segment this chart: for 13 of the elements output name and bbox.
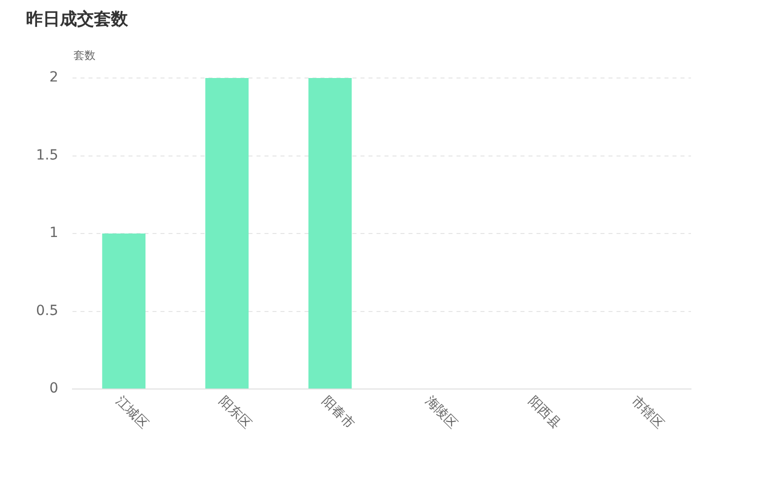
x-tick-label: 阳东区 bbox=[216, 394, 254, 432]
y-axis-title: 套数 bbox=[73, 48, 96, 62]
y-tick-label: 1.5 bbox=[36, 147, 58, 164]
x-tick-label: 江城区 bbox=[112, 394, 151, 432]
chart-title: 昨日成交套数 bbox=[26, 9, 129, 30]
x-tick-label: 阳西县 bbox=[525, 394, 564, 432]
y-tick-label: 0 bbox=[49, 380, 58, 397]
y-tick-label: 2 bbox=[49, 70, 58, 86]
x-tick-label: 阳春市 bbox=[318, 394, 358, 432]
y-tick-label: 0.5 bbox=[36, 302, 58, 319]
x-tick-label: 市辖区 bbox=[628, 394, 666, 432]
y-tick-label: 1 bbox=[49, 225, 58, 242]
x-tick-label: 海陵区 bbox=[422, 394, 460, 432]
